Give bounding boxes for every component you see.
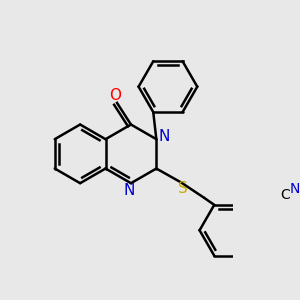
- Text: S: S: [178, 181, 188, 196]
- Text: C: C: [280, 188, 290, 202]
- Text: N: N: [289, 182, 299, 197]
- Text: N: N: [158, 129, 170, 144]
- Text: N: N: [124, 183, 135, 198]
- Text: O: O: [110, 88, 122, 103]
